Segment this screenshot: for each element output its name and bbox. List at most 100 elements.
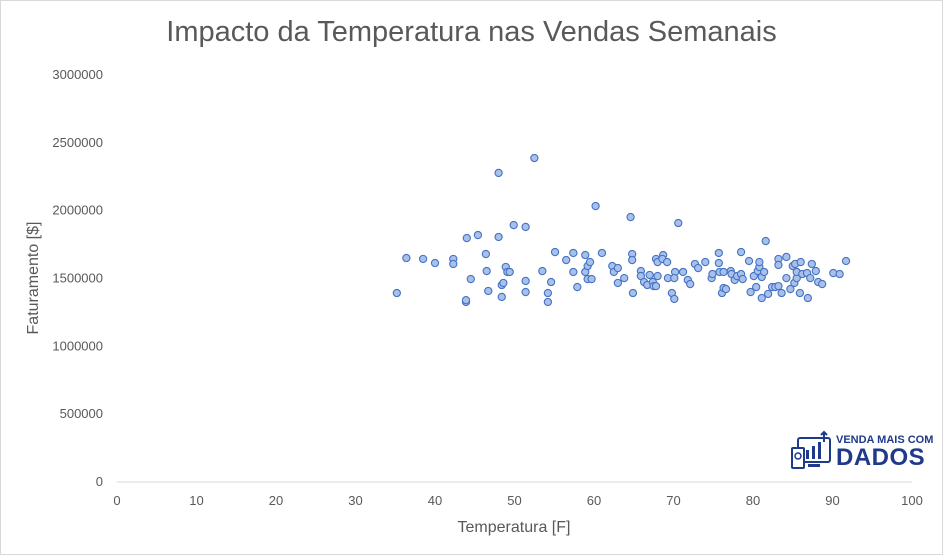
y-axis: 0 500000 1000000 1500000 2000000 2500000 30000… xyxy=(52,67,103,489)
data-point xyxy=(738,274,747,284)
data-point xyxy=(392,288,401,298)
data-point xyxy=(462,233,471,243)
data-point xyxy=(585,257,595,267)
data-point xyxy=(752,282,761,292)
data-point xyxy=(786,284,795,294)
data-point xyxy=(494,168,503,178)
data-point xyxy=(562,255,571,265)
data-point xyxy=(546,277,556,287)
data-point xyxy=(736,247,746,257)
data-point xyxy=(693,263,703,273)
data-point xyxy=(670,273,679,283)
data-point xyxy=(597,248,607,258)
y-tick-label: 2000000 xyxy=(52,203,103,218)
data-point xyxy=(774,260,783,270)
data-point xyxy=(569,267,578,277)
data-point xyxy=(466,274,475,284)
data-point xyxy=(626,212,635,222)
x-tick-label: 100 xyxy=(901,493,923,508)
data-point xyxy=(499,278,508,288)
data-point xyxy=(782,252,791,262)
data-point xyxy=(807,259,816,269)
data-point xyxy=(645,270,654,280)
data-point xyxy=(505,267,514,277)
x-tick-label: 0 xyxy=(113,493,120,508)
data-point xyxy=(613,278,622,288)
y-tick-label: 500000 xyxy=(60,406,103,421)
y-tick-label: 1000000 xyxy=(52,338,103,353)
data-point xyxy=(494,232,503,242)
data-point xyxy=(719,267,728,277)
x-axis-label: Temperatura [F] xyxy=(458,519,571,536)
data-point xyxy=(530,153,539,163)
data-point xyxy=(674,218,683,228)
data-point xyxy=(806,273,815,283)
x-tick-label: 10 xyxy=(189,493,203,508)
data-point xyxy=(795,288,805,298)
chart-title: Impacto da Temperatura nas Vendas Semana… xyxy=(166,16,777,48)
data-point xyxy=(521,276,530,286)
data-point xyxy=(835,269,844,279)
x-tick-label: 90 xyxy=(825,493,839,508)
data-point xyxy=(746,287,755,297)
x-tick-label: 50 xyxy=(507,493,521,508)
x-tick-label: 60 xyxy=(587,493,601,508)
y-tick-label: 1500000 xyxy=(52,271,103,286)
data-point xyxy=(591,201,600,211)
data-point xyxy=(481,249,491,259)
data-point xyxy=(777,288,786,298)
data-point xyxy=(759,267,769,277)
data-point xyxy=(543,297,553,307)
data-point xyxy=(744,256,754,266)
data-point xyxy=(841,256,851,266)
data-point xyxy=(461,296,471,305)
data-point xyxy=(613,263,622,273)
data-point xyxy=(678,267,688,277)
data-point xyxy=(714,248,723,258)
data-point xyxy=(708,269,717,279)
x-tick-label: 20 xyxy=(269,493,283,508)
data-point xyxy=(573,282,582,292)
data-point xyxy=(628,288,638,298)
data-point xyxy=(803,293,813,303)
data-point xyxy=(620,273,629,283)
x-tick-label: 70 xyxy=(666,493,680,508)
data-point xyxy=(569,248,578,258)
data-point xyxy=(581,250,590,260)
data-point xyxy=(686,279,695,289)
y-axis-label: Faturamento [$] xyxy=(25,222,42,335)
data-points xyxy=(392,153,851,307)
data-point xyxy=(628,255,637,265)
data-point xyxy=(701,257,710,267)
data-point xyxy=(482,266,491,276)
x-axis: 0 10 20 30 40 50 60 70 80 90 100 xyxy=(113,493,922,508)
brand-logo: VENDA MAIS COM DADOS xyxy=(790,430,933,472)
x-tick-label: 40 xyxy=(428,493,442,508)
data-point xyxy=(714,258,723,268)
data-point xyxy=(653,271,662,281)
data-point xyxy=(430,258,440,268)
y-tick-label: 0 xyxy=(96,474,103,489)
data-point xyxy=(763,289,773,299)
data-point xyxy=(473,230,483,240)
data-point xyxy=(670,294,679,304)
data-point xyxy=(538,266,547,276)
data-point xyxy=(721,284,731,294)
data-point xyxy=(418,254,428,264)
data-point xyxy=(811,266,820,276)
data-point xyxy=(543,288,553,298)
data-point xyxy=(818,279,827,289)
y-tick-label: 2500000 xyxy=(52,135,103,150)
data-point xyxy=(497,292,506,302)
data-point xyxy=(449,259,458,269)
data-point xyxy=(484,286,493,296)
data-point xyxy=(521,222,530,232)
data-point xyxy=(761,236,770,246)
y-tick-label: 3000000 xyxy=(52,67,103,82)
data-point xyxy=(796,257,805,267)
dashboard-icon xyxy=(791,430,831,469)
logo-text-bottom: DADOS xyxy=(836,444,926,471)
data-point xyxy=(651,281,661,291)
data-point xyxy=(509,220,518,230)
